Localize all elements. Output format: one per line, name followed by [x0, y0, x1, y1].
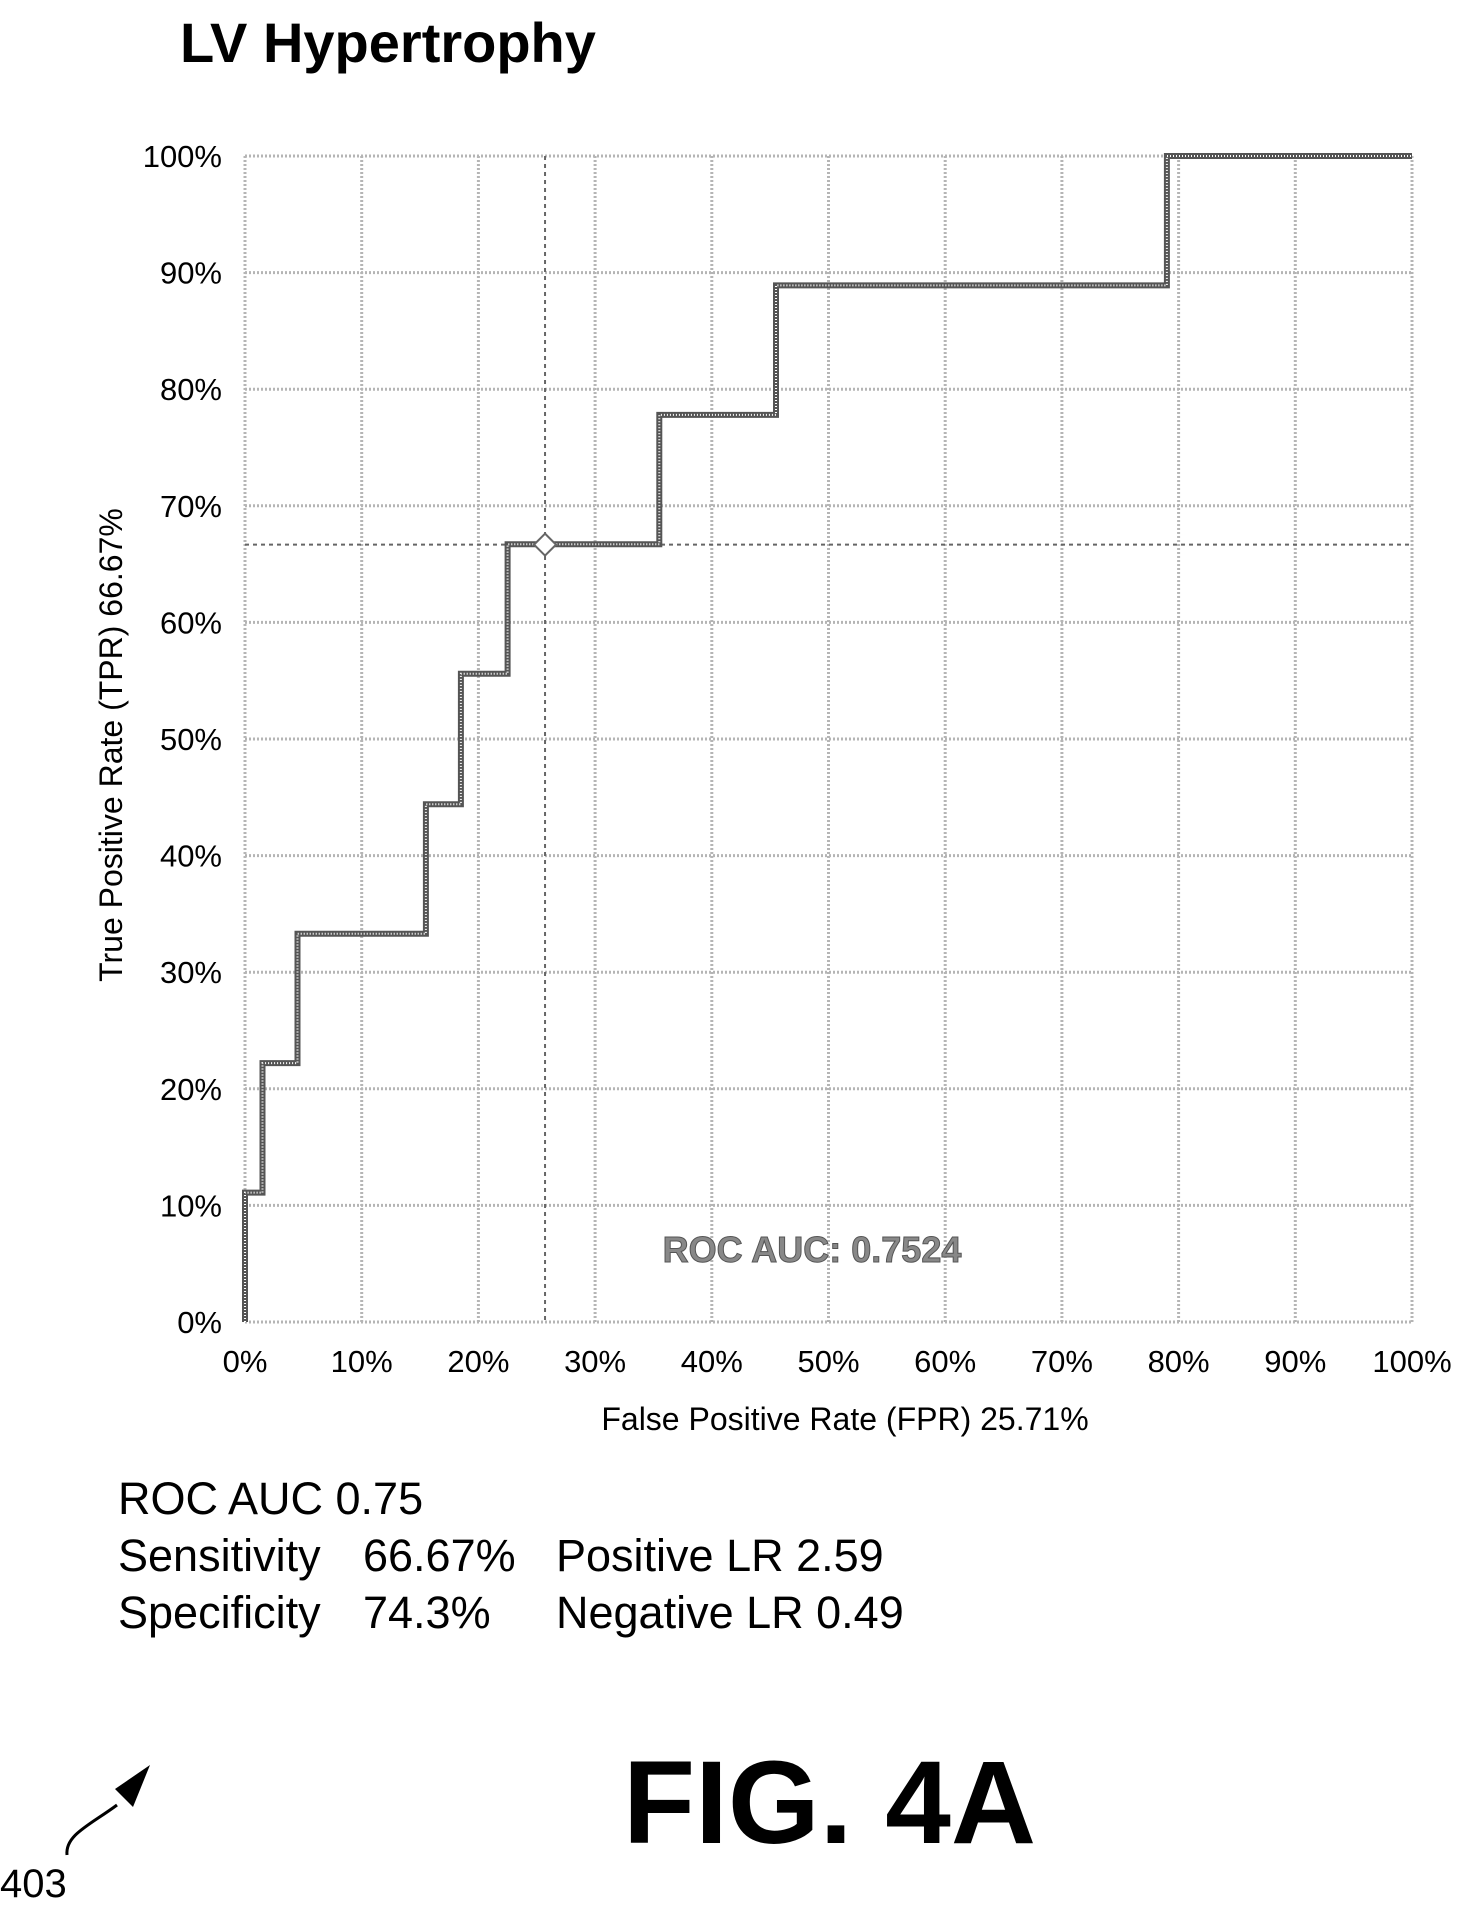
roc-curve-layer	[242, 153, 1412, 1322]
roc-chart: 0% 10% 20% 30% 40% 50% 60% 70% 80% 90% 100% 0% 10% 2…	[93, 139, 1452, 1437]
sensitivity-value: 66.67%	[363, 1530, 516, 1581]
x-tick-label: 90%	[1264, 1344, 1326, 1379]
x-tick-label: 60%	[914, 1344, 976, 1379]
x-tick-label: 20%	[447, 1344, 509, 1379]
reference-arrow-icon	[65, 1765, 150, 1856]
x-tick-label: 70%	[1031, 1344, 1093, 1379]
chart-title: LV Hypertrophy	[180, 11, 596, 74]
x-tick-label: 100%	[1372, 1344, 1451, 1379]
y-tick-label: 90%	[160, 256, 222, 291]
y-tick-label: 30%	[160, 955, 222, 990]
x-tick-label: 0%	[223, 1344, 268, 1379]
operating-point-guides	[245, 156, 1412, 1322]
x-tick-label: 30%	[564, 1344, 626, 1379]
y-tick-label: 100%	[143, 139, 222, 174]
grid-lines	[243, 154, 1414, 1324]
x-tick-label: 50%	[797, 1344, 859, 1379]
y-tick-label: 40%	[160, 839, 222, 874]
y-tick-label: 10%	[160, 1188, 222, 1223]
specificity-label: Specificity	[118, 1587, 321, 1638]
operating-point-marker	[532, 532, 558, 558]
specificity-value: 74.3%	[363, 1587, 491, 1638]
y-tick-label: 80%	[160, 372, 222, 407]
x-axis-label: False Positive Rate (FPR) 25.71%	[601, 1401, 1088, 1437]
y-tick-label: 0%	[177, 1305, 222, 1340]
sensitivity-label: Sensitivity	[118, 1530, 321, 1581]
x-tick-label: 80%	[1148, 1344, 1210, 1379]
x-tick-label: 40%	[681, 1344, 743, 1379]
y-tick-labels: 0% 10% 20% 30% 40% 50% 60% 70% 80% 90% 100%	[143, 139, 222, 1340]
reference-number: 403	[0, 1862, 67, 1906]
y-tick-label: 70%	[160, 489, 222, 524]
y-tick-label: 60%	[160, 605, 222, 640]
negative-lr: Negative LR 0.49	[556, 1587, 904, 1638]
roc-curve	[242, 153, 1412, 1322]
y-axis-label: True Positive Rate (TPR) 66.67%	[93, 508, 129, 982]
figure-label: FIG. 4A	[623, 1737, 1037, 1869]
positive-lr: Positive LR 2.59	[556, 1530, 884, 1581]
auc-annotation: ROC AUC: 0.7524	[663, 1229, 962, 1270]
x-tick-labels: 0% 10% 20% 30% 40% 50% 60% 70% 80% 90% 100%	[223, 1344, 1452, 1379]
x-tick-label: 10%	[331, 1344, 393, 1379]
y-tick-label: 50%	[160, 722, 222, 757]
y-tick-label: 20%	[160, 1072, 222, 1107]
auc-text: ROC AUC 0.75	[118, 1473, 424, 1524]
roc-curve-hatch	[244, 155, 1412, 1322]
